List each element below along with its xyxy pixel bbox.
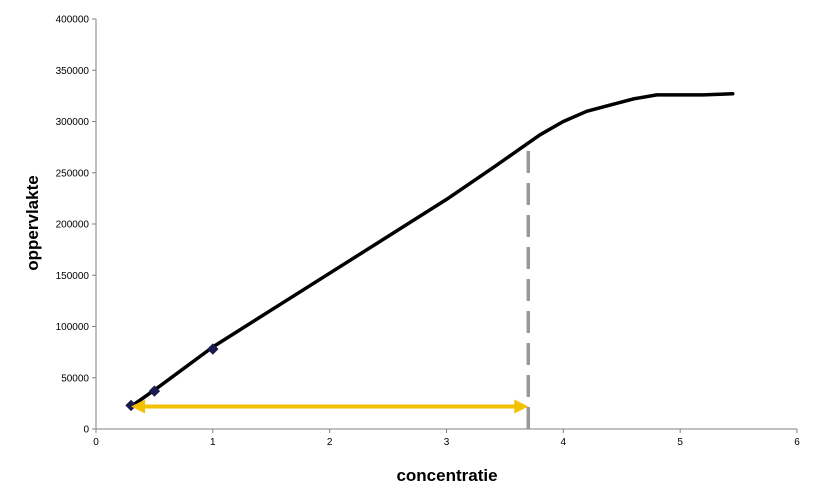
plot-area [92,18,798,433]
x-tick-label: 1 [210,437,216,448]
data-point-marker [125,399,137,412]
y-tick-label: 100000 [56,322,90,333]
x-axis-title: concentratie [396,466,497,485]
series-line [129,92,735,409]
arrow-head-left [131,399,146,414]
data-point-marker [148,385,161,397]
x-tick-label: 2 [327,437,333,448]
data-point-marker [207,343,219,355]
y-tick-label: 0 [83,425,89,436]
y-axis-title: oppervlakte [23,175,42,270]
y-tick-label: 400000 [56,15,90,26]
x-tick-label: 6 [794,437,800,448]
y-tick-label: 350000 [56,66,90,77]
x-tick-label: 0 [93,437,99,448]
y-tick-label: 200000 [56,220,90,231]
y-tick-label: 150000 [56,271,90,282]
y-tick-label: 300000 [56,117,90,128]
arrow-head-right [514,399,529,414]
x-tick-label: 5 [677,437,683,448]
tick-labels: 0 50000 100000 150000 200000 250000 300000 3500… [56,15,801,449]
y-tick-label: 250000 [56,168,90,179]
x-tick-label: 4 [561,437,567,448]
y-tick-label: 50000 [61,373,89,384]
x-tick-label: 3 [444,437,450,448]
